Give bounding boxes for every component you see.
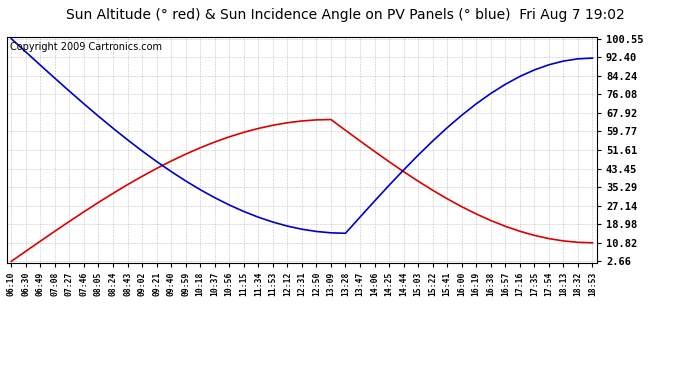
Text: Copyright 2009 Cartronics.com: Copyright 2009 Cartronics.com (10, 42, 162, 52)
Text: Sun Altitude (° red) & Sun Incidence Angle on PV Panels (° blue)  Fri Aug 7 19:0: Sun Altitude (° red) & Sun Incidence Ang… (66, 8, 624, 21)
